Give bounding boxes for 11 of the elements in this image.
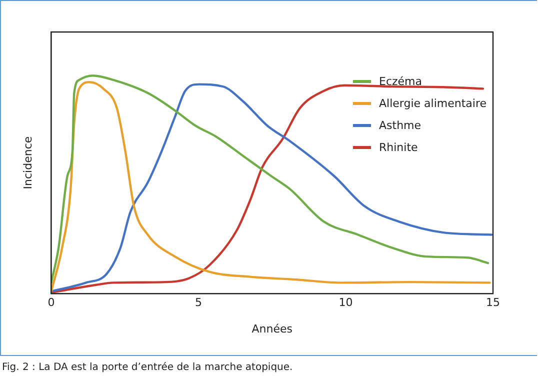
- legend-label: Eczéma: [379, 74, 422, 88]
- legend-label: Rhinite: [379, 140, 418, 154]
- x-tick-label: 0: [48, 296, 55, 310]
- y-axis-title: Incidence: [21, 136, 34, 190]
- x-tick-label: 10: [338, 296, 353, 310]
- caption: Fig. 2 : La DA est la porte d’entrée de la marche atopique.: [2, 362, 293, 373]
- x-axis-title: Années: [252, 322, 293, 336]
- x-tick-label: 15: [486, 296, 500, 310]
- x-tick-label: 5: [194, 296, 202, 310]
- legend-label: Asthme: [379, 118, 422, 132]
- legend-label: Allergie alimentaire: [379, 96, 487, 110]
